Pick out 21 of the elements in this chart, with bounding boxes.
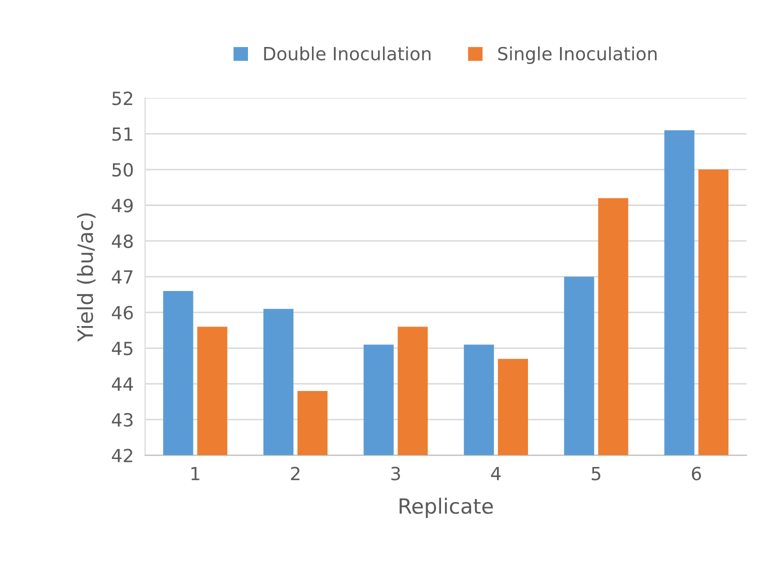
- y-tick-label: 46: [112, 306, 133, 320]
- x-axis-title: Replicate: [400, 498, 493, 518]
- x-tick-label: 6: [692, 466, 701, 480]
- y-tick-label: 42: [112, 448, 132, 462]
- x-tick-label: 5: [592, 466, 600, 480]
- y-tick-label: 47: [112, 270, 132, 284]
- y-tick-label: 50: [112, 162, 133, 177]
- y-tick-label: 49: [112, 198, 133, 212]
- y-tick-label: 44: [112, 378, 133, 391]
- y-tick-label: 52: [112, 92, 132, 106]
- x-tick-label: 3: [391, 466, 400, 480]
- x-tick-label: 4: [491, 466, 501, 480]
- legend-label: Single Inoculation: [498, 46, 657, 64]
- y-tick-label: 51: [112, 128, 132, 141]
- y-tick-label: 48: [112, 234, 133, 248]
- y-axis-title: Yield (bu/ac): [76, 213, 96, 342]
- y-tick-label: 45: [112, 342, 132, 356]
- legend-label: Double Inoculation: [264, 46, 430, 60]
- x-tick-label: 1: [191, 466, 200, 480]
- x-tick-label: 2: [291, 466, 300, 480]
- y-tick-label: 43: [112, 413, 133, 427]
